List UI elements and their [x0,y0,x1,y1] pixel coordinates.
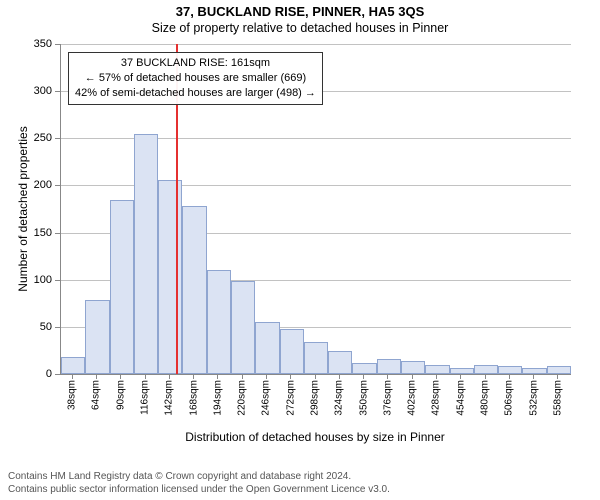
histogram-bar [522,368,546,374]
histogram-bar [61,357,85,374]
chart-subtitle: Size of property relative to detached ho… [0,19,600,39]
y-tick-mark [55,374,60,375]
y-tick-label: 350 [22,38,52,50]
y-tick-mark [55,44,60,45]
y-tick-label: 50 [22,321,52,333]
x-tick-label: 194sqm [212,380,223,416]
x-tick-label: 90sqm [115,380,126,410]
x-tick-label: 558sqm [552,380,563,416]
x-tick-label: 64sqm [91,380,102,410]
x-tick-label: 168sqm [188,380,199,416]
y-tick-mark [55,91,60,92]
x-tick-label: 350sqm [358,380,369,416]
histogram-bar [182,206,206,374]
x-tick-mark [169,374,170,379]
x-tick-label: 116sqm [140,380,151,415]
x-tick-mark [485,374,486,379]
chart-title: 37, BUCKLAND RISE, PINNER, HA5 3QS [0,0,600,19]
y-tick-label: 150 [22,227,52,239]
y-tick-mark [55,327,60,328]
y-tick-label: 100 [22,274,52,286]
histogram-bar [231,281,255,374]
annotation-box: 37 BUCKLAND RISE: 161sqm ← 57% of detach… [68,52,323,105]
x-tick-mark [145,374,146,379]
x-tick-label: 324sqm [334,380,345,416]
y-tick-mark [55,138,60,139]
x-tick-mark [242,374,243,379]
x-tick-mark [72,374,73,379]
annotation-line-1: 37 BUCKLAND RISE: 161sqm [75,56,316,71]
x-tick-label: 298sqm [310,380,321,416]
histogram-bar [450,368,474,374]
histogram-bar [352,363,376,374]
y-tick-mark [55,233,60,234]
y-tick-label: 200 [22,179,52,191]
x-tick-label: 376sqm [382,380,393,416]
histogram-bar [158,180,182,374]
y-tick-label: 0 [22,368,52,380]
histogram-bar [328,351,352,374]
footer-line-2: Contains public sector information licen… [8,484,390,497]
histogram-bar [425,365,449,374]
histogram-bar [280,329,304,374]
x-tick-label: 532sqm [528,380,539,416]
x-tick-mark [266,374,267,379]
x-tick-mark [387,374,388,379]
y-tick-mark [55,185,60,186]
footer-line-1: Contains HM Land Registry data © Crown c… [8,471,390,484]
x-tick-mark [120,374,121,379]
x-tick-mark [460,374,461,379]
x-tick-label: 220sqm [237,380,248,416]
x-tick-label: 480sqm [480,380,491,416]
x-tick-label: 402sqm [407,380,418,416]
histogram-bar [85,300,109,374]
x-tick-label: 428sqm [431,380,442,416]
x-tick-label: 272sqm [285,380,296,416]
x-tick-label: 454sqm [455,380,466,416]
y-tick-label: 300 [22,85,52,97]
histogram-bar [134,134,158,374]
x-tick-mark [509,374,510,379]
x-tick-mark [363,374,364,379]
footer-credits: Contains HM Land Registry data © Crown c… [8,471,390,496]
y-tick-mark [55,280,60,281]
x-tick-mark [193,374,194,379]
histogram-bar [401,361,425,374]
x-tick-mark [533,374,534,379]
grid-line [61,44,571,45]
annotation-line-2: ← 57% of detached houses are smaller (66… [75,71,316,86]
x-axis-label: Distribution of detached houses by size … [60,430,570,444]
x-tick-mark [315,374,316,379]
x-tick-mark [339,374,340,379]
histogram-bar [255,322,279,374]
annotation-line-3: 42% of semi-detached houses are larger (… [75,86,316,101]
y-tick-label: 250 [22,132,52,144]
x-tick-mark [290,374,291,379]
histogram-bar [207,270,231,374]
x-tick-label: 142sqm [164,380,175,416]
histogram-bar [547,366,571,374]
x-tick-label: 38sqm [67,380,78,410]
x-tick-mark [436,374,437,379]
histogram-bar [304,342,328,374]
x-tick-label: 506sqm [504,380,515,416]
x-tick-mark [96,374,97,379]
histogram-bar [377,359,401,374]
x-tick-mark [557,374,558,379]
x-tick-mark [217,374,218,379]
x-tick-label: 246sqm [261,380,272,416]
histogram-bar [498,366,522,374]
histogram-bar [110,200,134,374]
x-tick-mark [412,374,413,379]
histogram-bar [474,365,498,374]
